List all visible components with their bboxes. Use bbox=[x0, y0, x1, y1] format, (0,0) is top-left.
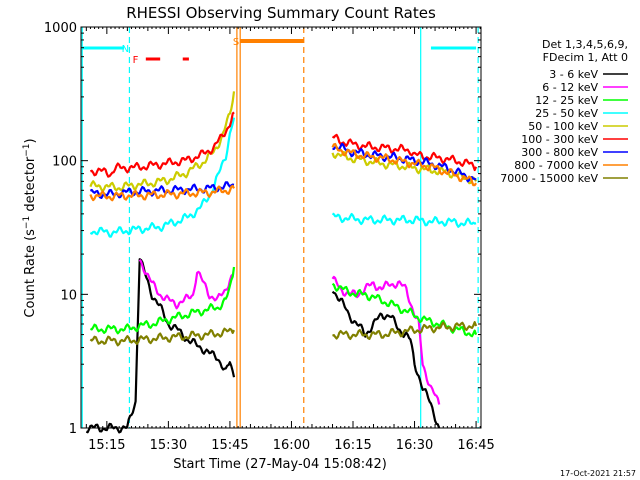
x-tick-label: 16:30 bbox=[396, 438, 433, 453]
series-line bbox=[331, 142, 478, 187]
legend-label: 100 - 300 keV bbox=[521, 133, 598, 146]
flag-S-label: S bbox=[233, 37, 239, 48]
series-line bbox=[331, 282, 478, 338]
legend-label: 300 - 800 keV bbox=[521, 146, 598, 159]
series-line bbox=[331, 290, 441, 429]
x-tick-label: 16:45 bbox=[457, 438, 494, 453]
legend-label: 7000 - 15000 keV bbox=[500, 172, 598, 185]
x-tick-label: 15:15 bbox=[88, 438, 125, 453]
x-tick-label: 16:00 bbox=[273, 438, 310, 453]
series-line bbox=[90, 266, 236, 335]
series-line bbox=[331, 133, 478, 172]
legend-label: 3 - 6 keV bbox=[549, 68, 598, 81]
legend: Det 1,3,4,5,6,9,FDecim 1, Att 0 3 - 6 keV… bbox=[500, 38, 628, 185]
series-line bbox=[332, 321, 478, 340]
y-tick-label: 100 bbox=[52, 155, 77, 170]
series-line bbox=[331, 151, 478, 185]
flag-N-label: N bbox=[122, 44, 129, 55]
y-tick-label: 1 bbox=[69, 422, 77, 437]
x-tick-label: 16:15 bbox=[334, 438, 371, 453]
series-line bbox=[89, 111, 235, 178]
x-tick-label: 15:45 bbox=[211, 438, 248, 453]
legend-label: 12 - 25 keV bbox=[535, 94, 598, 107]
series-line bbox=[331, 212, 477, 228]
x-axis-label: Start Time (27-May-04 15:08:42) bbox=[173, 457, 387, 472]
legend-label: 50 - 100 keV bbox=[528, 120, 598, 133]
chart-title: RHESSI Observing Summary Count Rates bbox=[126, 4, 436, 22]
plot-frame bbox=[80, 26, 482, 429]
legend-label: 800 - 7000 keV bbox=[514, 159, 598, 172]
x-tick-label: 15:30 bbox=[150, 438, 187, 453]
series-line bbox=[85, 258, 236, 434]
legend-label: 25 - 50 keV bbox=[535, 107, 598, 120]
series-line bbox=[331, 275, 441, 405]
series-line bbox=[89, 91, 236, 193]
series-line bbox=[138, 259, 235, 310]
legend-header: Det 1,3,4,5,6,9, bbox=[542, 38, 628, 51]
legend-label: 6 - 12 keV bbox=[542, 81, 598, 94]
y-axis-label: Count Rate (s−1 detector−1) bbox=[22, 138, 38, 317]
legend-header: FDecim 1, Att 0 bbox=[543, 51, 628, 64]
generation-timestamp: 17-Oct-2021 21:57 bbox=[560, 469, 636, 478]
series-line bbox=[89, 327, 235, 347]
flag-F-label: F bbox=[133, 55, 139, 66]
y-tick-label: 10 bbox=[60, 288, 77, 303]
y-tick-label: 1000 bbox=[44, 21, 77, 36]
series-line bbox=[89, 184, 235, 202]
series-line bbox=[89, 117, 236, 238]
